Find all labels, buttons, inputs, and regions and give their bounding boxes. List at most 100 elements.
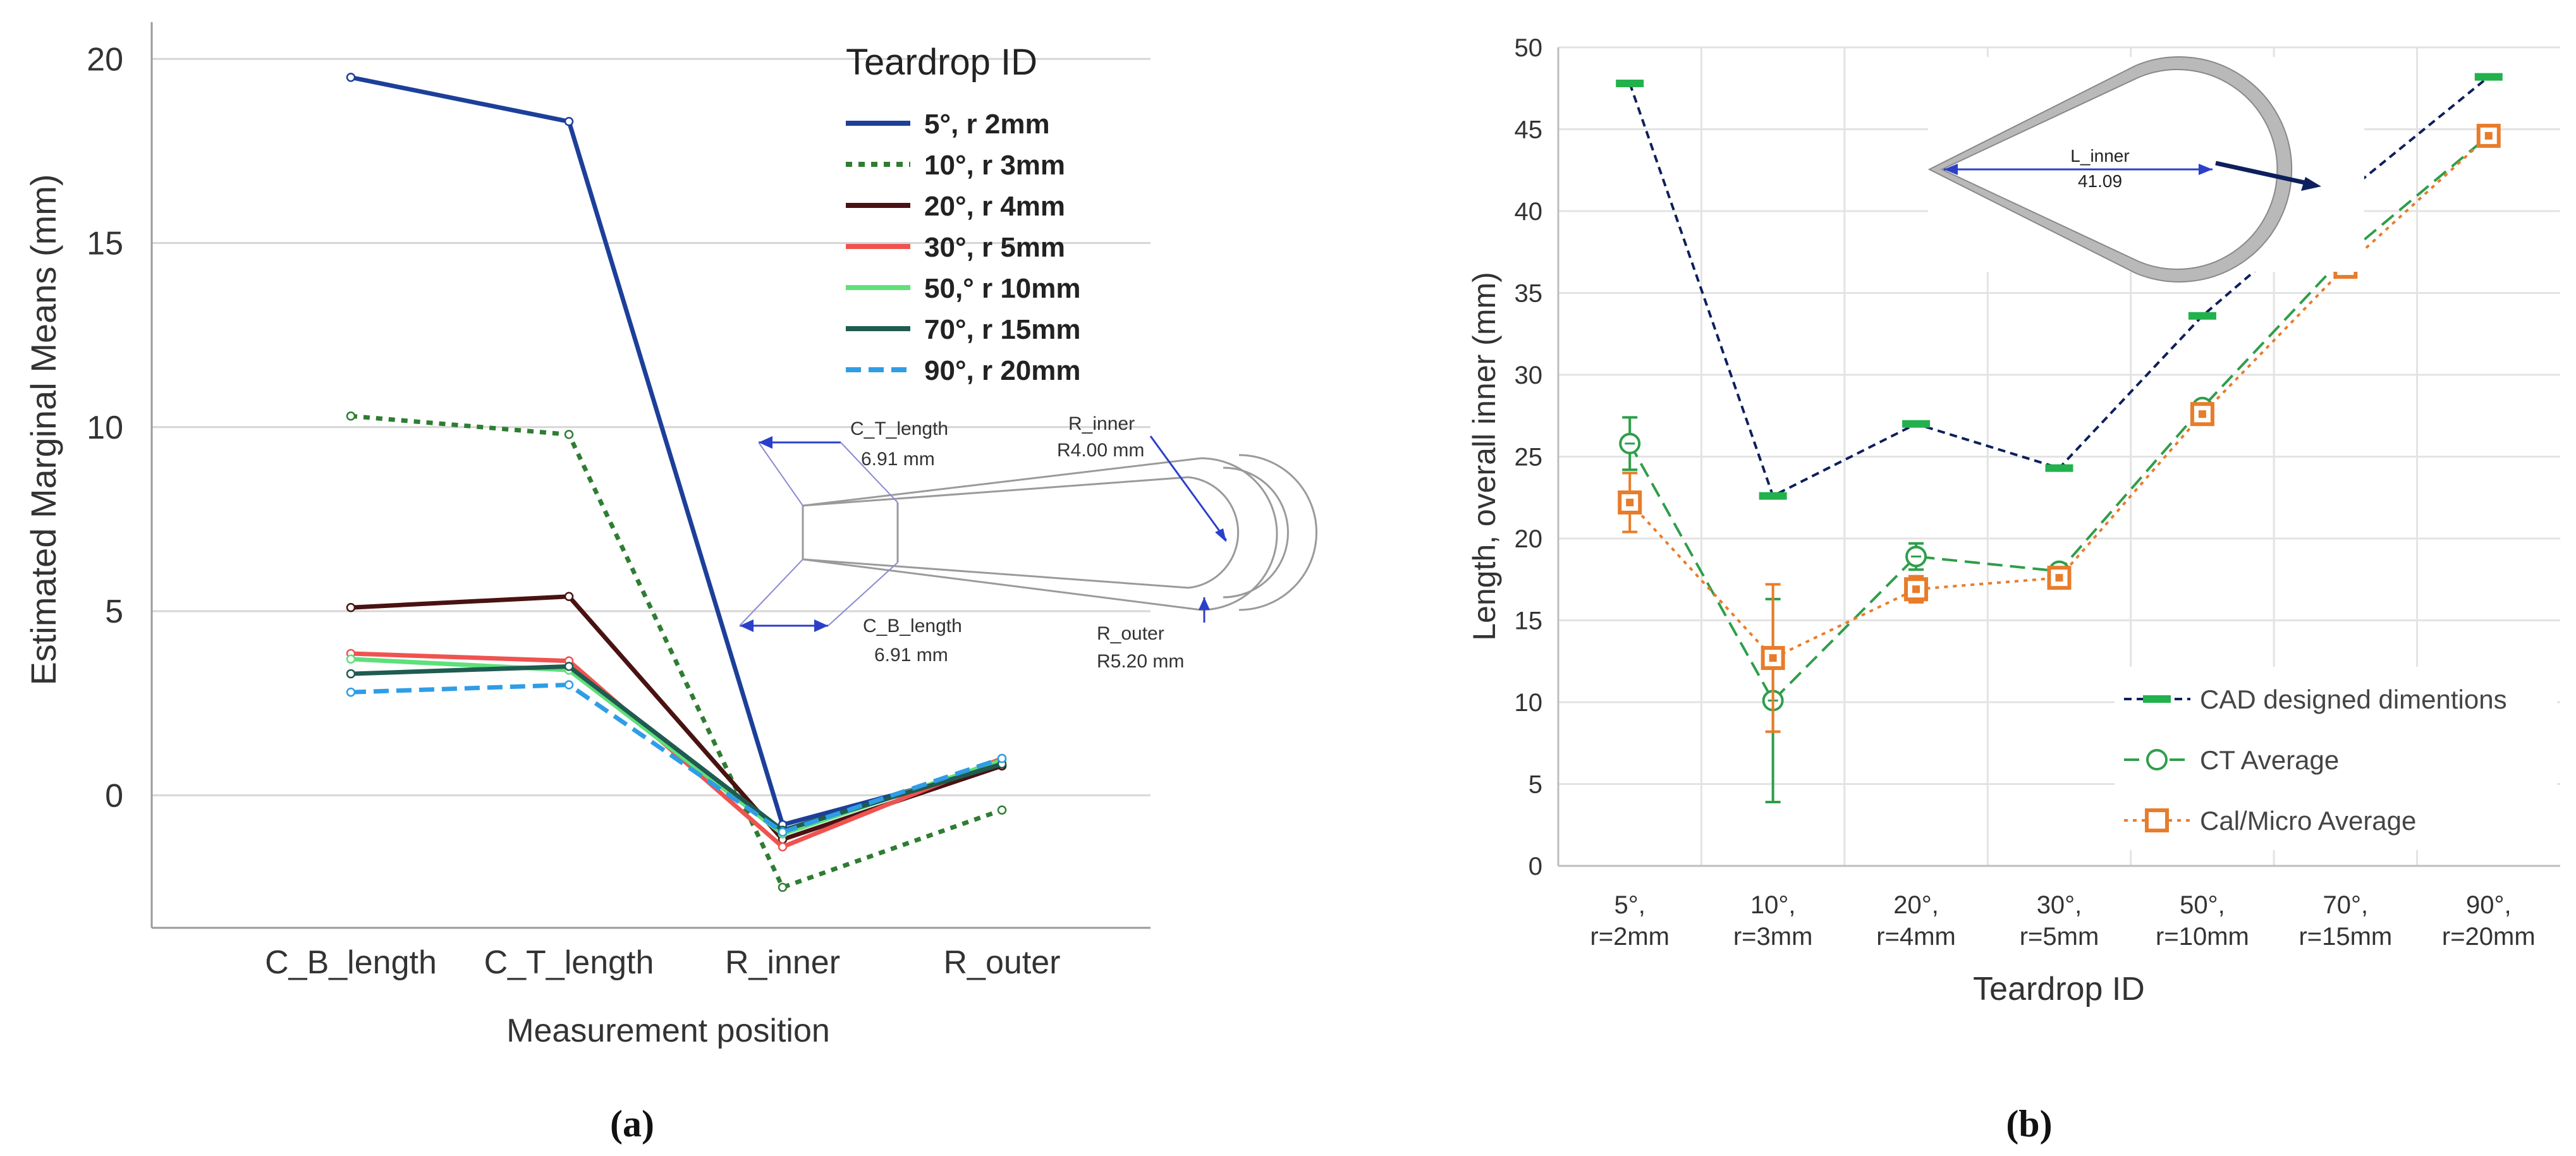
panel-b-inset: L_inner 41.09 [1927,56,2364,283]
panel-b-x-tick-4-line-2: r=5mm [2020,923,2099,951]
inset-ct-length-label: C_T_length [850,418,948,439]
panel-a-point-2-1 [346,411,356,421]
panel-b-point-core-3-2 [1769,654,1777,662]
panel-a-legend-label-2: 10°, r 3mm [924,150,1065,181]
panel-a-legend-title: Teardrop ID [846,42,1037,83]
panel-b-x-tick-5-line-1: 50°, [2180,891,2225,919]
panel-b-x-tick-labels: 5°, r=2mm 10°, r=3mm 20°, r=4mm 30°, r=5mm 50°, r… [1590,891,2535,951]
panel-b-point-1-5 [2188,312,2216,320]
panel-b-legend-label-3: Cal/Micro Average [2200,806,2416,836]
panel-a-point-6-2 [564,662,574,671]
panel-a-series-line-2 [350,413,1003,890]
panel-b-x-tick-3-line-2: r=4mm [1876,923,1956,951]
panel-b-x-tick-3-line-1: 20°, [1893,891,1939,919]
panel-a-legend-label-6: 70°, r 15mm [924,314,1081,345]
panel-a-inset-arrows [739,435,1228,632]
panel-a-point-7-3 [778,827,788,837]
inset-cb-length-label: C_B_length [863,616,962,636]
panel-a-y-tick-0: 0 [105,777,123,814]
panel-a-point-2-2 [564,430,574,439]
panel-b-x-tick-7-line-2: r=20mm [2442,923,2536,951]
panel-b-point-core-3-5 [2198,410,2206,418]
panel-a-x-tick-c-b-length: C_B_length [265,944,437,981]
panel-a-legend-label-7: 90°, r 20mm [924,355,1081,386]
panel-a-point-6-1 [346,669,356,679]
panel-a-x-tick-c-t-length: C_T_length [484,944,654,981]
panel-a-point-7-2 [564,680,574,690]
panel-b-y-tick-0: 0 [1529,853,1542,880]
inset-l-inner-value: 41.09 [2078,171,2122,191]
panel-a-point-2-3 [778,882,788,892]
panel-b-legend: CAD designed dimentions CT Average Cal/Mic… [2115,667,2557,850]
panel-b-x-axis-label: Teardrop ID [1973,971,2145,1007]
inset-r-inner-label: R_inner [1068,413,1135,434]
panel-a-legend-label-3: 20°, r 4mm [924,191,1065,222]
panel-a-legend-label-4: 30°, r 5mm [924,232,1065,263]
panel-b-legend-label-2: CT Average [2200,745,2339,775]
panel-b-y-tick-5: 5 [1529,771,1542,799]
panel-b-x-tick-6-line-2: r=15mm [2298,923,2392,951]
panel-b-point-1-4 [2045,464,2073,472]
panel-b-y-tick-10: 10 [1515,689,1543,717]
panel-b-y-tick-30: 30 [1515,362,1543,389]
panel-b-point-1-3 [1902,420,1931,428]
panel-b-y-tick-40: 40 [1515,198,1543,226]
panel-a-series-line-7 [350,683,1003,835]
panel-a-x-tick-labels: C_B_length C_T_length R_inner R_outer [265,944,1060,981]
panel-b-x-tick-5-line-2: r=10mm [2156,923,2249,951]
panel-a-point-3-2 [564,592,574,601]
panel-b-legend-label-1: CAD designed dimentions [2200,684,2507,714]
panel-a-y-tick-labels: 0 5 10 15 20 [87,41,123,814]
panel-b-x-tick-7-line-1: 90°, [2466,891,2512,919]
panel-a-inset-labels: C_T_length 6.91 mm R_inner R4.00 mm C_B_… [850,413,1184,672]
panel-a-legend-label-1: 5°, r 2mm [924,109,1050,140]
panel-b-point-core-3-7 [2484,131,2493,140]
panel-b-y-tick-25: 25 [1515,444,1543,472]
panel-a-inset-teardrop [802,454,1317,611]
panel-a-x-tick-r-outer: R_outer [944,944,1061,981]
panel-b-point-1-2 [1759,492,1787,500]
panel-a-point-3-1 [346,602,356,612]
panel-a-point-1-2 [564,117,574,126]
panel-a-y-tick-15: 15 [87,226,123,262]
panel-a-y-axis-label: Estimated Marginal Means (mm) [23,174,63,685]
panel-b-x-tick-1-line-1: 5°, [1615,891,1645,919]
panel-b-y-tick-50: 50 [1515,34,1543,62]
inset-l-inner-label: L_inner [2070,146,2129,166]
panel-b-y-axis-label: Length, overall inner (mm) [1467,272,1502,641]
panel-a: 0 5 10 15 20 C_B_length C_T_length R_inner R_ou… [23,22,1317,1145]
inset-cb-length-value: 6.91 mm [874,645,948,666]
panel-a-point-4-3 [778,842,788,852]
panel-b-point-1-1 [1616,79,1644,87]
panel-b-y-tick-35: 35 [1515,280,1543,308]
panel-a-y-tick-20: 20 [87,41,123,78]
panel-b-point-core-3-3 [1912,585,1920,593]
panel-a-series [346,73,1007,892]
inset-r-inner-value: R4.00 mm [1057,440,1144,461]
panel-a-x-axis-label: Measurement position [506,1013,830,1049]
inset-r-outer-label: R_outer [1097,623,1164,644]
panel-b-x-tick-2-line-2: r=3mm [1733,923,1813,951]
panel-a-point-7-4 [997,753,1007,764]
panel-a-point-2-4 [997,805,1007,815]
panel-a-y-tick-5: 5 [105,593,123,630]
panel-b-point-3-5 [2190,402,2214,427]
panel-b-point-3-1 [1618,490,1642,515]
inset-ct-length-value: 6.91 mm [861,449,935,470]
panel-b-legend-marker-2 [2146,749,2168,770]
panel-b-y-tick-labels: 0 5 10 15 20 25 30 35 40 45 50 [1515,34,1543,880]
panel-a-point-7-1 [346,687,356,697]
panel-b-caption: (b) [2006,1103,2052,1145]
panel-a-x-tick-r-inner: R_inner [725,944,840,981]
panel-b-x-tick-4-line-1: 30°, [2037,891,2082,919]
panel-a-y-tick-10: 10 [87,410,123,446]
panel-b-y-tick-15: 15 [1515,607,1543,635]
panel-b-x-tick-1-line-2: r=2mm [1590,923,1670,951]
panel-b-y-tick-20: 20 [1515,525,1543,553]
panel-b-x-tick-2-line-1: 10°, [1750,891,1796,919]
inset-r-outer-value: R5.20 mm [1097,651,1184,672]
panel-b-point-1-7 [2474,73,2503,81]
panel-a-legend-label-5: 50,° r 10mm [924,273,1081,304]
panel-a-legend: 5°, r 2mm 10°, r 3mm 20°, r 4mm 30°, r 5mm 5… [846,109,1081,386]
